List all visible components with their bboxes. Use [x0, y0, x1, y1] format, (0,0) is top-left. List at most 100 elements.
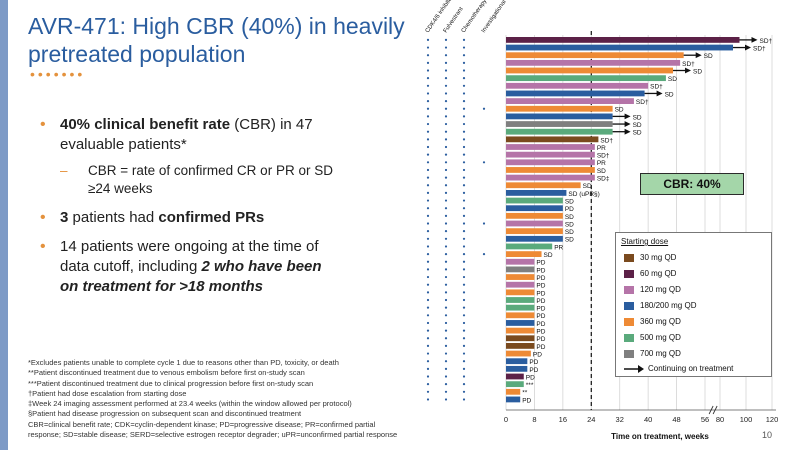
response-label: SD† — [600, 137, 613, 144]
prior-therapy-dot — [462, 291, 466, 294]
bullet-confirmed-prs: 3 patients had confirmed PRs — [40, 208, 340, 228]
page-number: 10 — [762, 430, 773, 440]
footnotes: *Excludes patients unable to complete cy… — [28, 358, 448, 440]
patient-bar — [506, 243, 553, 250]
prior-therapy-dot — [444, 367, 448, 370]
patient-bar — [506, 205, 563, 212]
patient-bar — [506, 212, 563, 219]
legend-arrow-label: Continuing on treatment — [648, 364, 734, 373]
patient-bar — [506, 144, 595, 150]
prior-therapy-dot — [426, 352, 430, 355]
patient-bar — [506, 343, 535, 349]
prior-therapy-dot — [462, 275, 466, 279]
prior-therapy-dot — [444, 337, 448, 340]
patient-bar — [506, 151, 595, 158]
footnote: ‡Week 24 imaging assessment performed at… — [28, 399, 352, 409]
prior-therapy-dot — [444, 222, 448, 225]
prior-therapy-dot — [444, 46, 448, 49]
response-label: PD — [536, 336, 545, 343]
prior-therapy-dot — [462, 153, 466, 156]
prior-therapy-dot — [426, 245, 430, 248]
response-label: SD — [633, 130, 642, 137]
prior-therapy-dot — [444, 130, 448, 133]
prior-therapy-dot — [462, 176, 466, 179]
x-axis-title: Time on treatment, weeks — [611, 432, 709, 441]
patient-bar — [506, 159, 595, 166]
prior-therapy-dot — [426, 69, 430, 72]
x-tick-label: 24 — [587, 415, 595, 424]
prior-therapy-dot — [444, 360, 448, 363]
prior-therapy-dot — [462, 375, 466, 378]
response-label: PR — [597, 145, 606, 152]
legend-label: 60 mg QD — [640, 269, 677, 278]
prior-therapy-dot — [482, 107, 486, 110]
response-label: PD — [536, 260, 545, 267]
bullet-cbr-text: (CBR) in 47 evaluable patients* — [60, 116, 313, 153]
patient-bar — [506, 281, 535, 288]
response-label: PR — [554, 244, 563, 251]
prior-therapy-dot — [482, 222, 486, 225]
response-label: SD† — [682, 61, 695, 68]
prior-therapy-dot — [444, 329, 448, 332]
patient-bar — [506, 297, 535, 303]
prior-therapy-dot — [444, 390, 448, 393]
response-label: SD‡ — [597, 176, 610, 183]
x-tick-label: 48 — [672, 415, 680, 424]
response-label: SD — [668, 76, 677, 83]
patient-bar — [506, 197, 563, 204]
prior-therapy-dot — [426, 344, 430, 347]
dose-legend: Starting dose 30 mg QD 60 mg QD 120 mg Q… — [615, 232, 772, 377]
prior-therapy-dot — [444, 84, 448, 87]
prior-therapy-dot — [462, 337, 466, 340]
response-label: PD — [536, 344, 545, 351]
prior-therapy-dot — [462, 237, 466, 240]
prior-therapy-dot — [462, 191, 466, 194]
legend-swatch — [624, 253, 634, 262]
patient-bar — [506, 128, 613, 135]
prior-therapy-dot — [426, 107, 430, 110]
prior-therapy-dot — [426, 207, 430, 210]
sub-bullet-cbr-definition: – CBR = rate of confirmed CR or PR or SD… — [40, 162, 340, 198]
prior-therapy-dot — [444, 352, 448, 355]
patient-bar — [506, 67, 674, 74]
x-tick-label: 16 — [559, 415, 567, 424]
patient-bar — [506, 98, 634, 104]
x-tick-label: 120 — [766, 415, 779, 424]
legend-title: Starting dose — [621, 237, 669, 246]
patient-bar — [506, 320, 535, 326]
response-label: SD — [565, 229, 574, 236]
ongoing-arrow-head — [624, 128, 631, 135]
footnote: *Excludes patients unable to complete cy… — [28, 358, 339, 367]
prior-therapy-dot — [444, 153, 448, 156]
patient-bar — [506, 82, 649, 89]
prior-therapy-dot — [444, 69, 448, 72]
prior-therapy-dot — [462, 230, 466, 233]
patient-bar — [506, 373, 524, 380]
prior-therapy-dot — [426, 321, 430, 325]
prior-therapy-dot — [444, 92, 448, 95]
response-label: SD† — [760, 38, 773, 45]
prior-therapy-dot — [426, 61, 430, 64]
prior-therapy-dot — [462, 344, 466, 347]
prior-therapy-dot — [426, 46, 430, 49]
arrow-icon — [624, 364, 644, 373]
patient-bar — [506, 350, 531, 357]
prior-therapy-header: Investigational SERD — [481, 0, 519, 34]
prior-therapy-dot — [444, 207, 448, 210]
patient-bar — [506, 113, 613, 120]
legend-swatch — [624, 285, 634, 294]
legend-item: 60 mg QD — [624, 269, 676, 279]
prior-therapy-dot — [444, 138, 448, 141]
response-label: PD — [529, 359, 538, 366]
prior-therapy-dot — [444, 176, 448, 179]
prior-therapy-dot — [462, 329, 466, 332]
bullet-ongoing: 14 patients were ongoing at the time of … — [40, 237, 340, 297]
x-tick-label: 32 — [616, 415, 624, 424]
patient-bar — [506, 174, 595, 181]
prior-therapy-dot — [444, 375, 448, 378]
prior-therapy-dot — [462, 214, 466, 217]
patient-bar — [506, 358, 528, 365]
prior-therapy-dot — [462, 46, 466, 49]
ongoing-arrow-head — [745, 44, 751, 51]
